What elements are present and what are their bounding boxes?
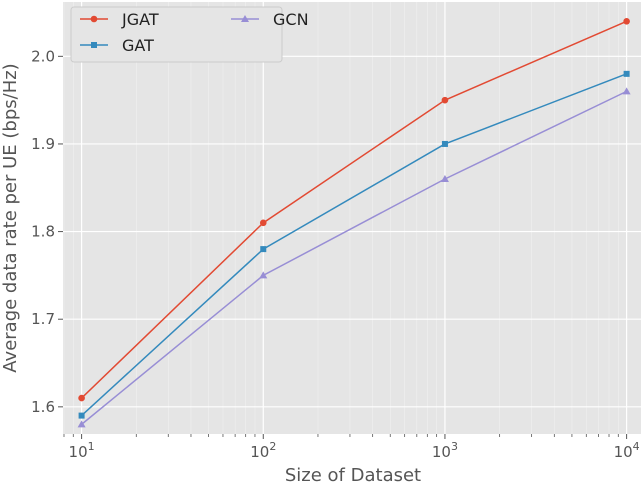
legend-item-gcn: GCN xyxy=(231,10,309,29)
legend-swatch-marker xyxy=(91,42,97,48)
x-axis-label: Size of Dataset xyxy=(285,465,421,483)
series-line-jgat xyxy=(81,20,627,399)
data-point-gat xyxy=(623,70,630,77)
y-tick-label: 1.6 xyxy=(31,398,55,416)
data-point-jgat xyxy=(78,394,85,402)
x-tick-label: 102 xyxy=(250,440,276,461)
legend-label-gcn: GCN xyxy=(273,10,309,29)
axis-ticks: 101 102 103 104 1.6 1.7 1.8 1.9 2.0 xyxy=(31,47,640,461)
data-point-gat xyxy=(78,412,85,419)
plot-area xyxy=(63,2,641,434)
legend-item-jgat: JGAT xyxy=(80,10,159,29)
y-tick-label: 1.7 xyxy=(31,310,55,328)
data-point-gcn xyxy=(259,271,268,279)
series-gat xyxy=(78,70,630,419)
data-point-jgat xyxy=(623,17,630,25)
data-point-gcn xyxy=(440,175,449,183)
series-layer xyxy=(77,17,631,428)
legend-swatch-marker xyxy=(90,15,98,23)
x-tick-label: 101 xyxy=(69,440,95,461)
y-axis-label: Average data rate per UE (bps/Hz) xyxy=(0,63,21,372)
x-tick-label: 104 xyxy=(614,440,640,461)
series-jgat xyxy=(78,17,630,402)
legend-label-gat: GAT xyxy=(122,36,154,55)
data-point-gcn xyxy=(622,87,631,95)
legend: JGAT GAT GCN xyxy=(70,6,309,63)
x-tick-label: 103 xyxy=(432,440,458,461)
legend-swatch-marker xyxy=(241,15,249,22)
y-tick-label: 1.9 xyxy=(31,135,55,153)
data-point-jgat xyxy=(441,96,449,104)
legend-label-jgat: JGAT xyxy=(121,10,159,29)
series-line-gat xyxy=(81,73,627,417)
legend-box xyxy=(70,6,283,63)
legend-item-gat: GAT xyxy=(80,36,154,55)
data-point-gat xyxy=(441,140,448,147)
series-line-gcn xyxy=(81,90,627,425)
data-point-jgat xyxy=(259,219,267,227)
data-point-gcn xyxy=(77,420,86,428)
y-tick-label: 1.8 xyxy=(31,223,55,241)
data-point-gat xyxy=(260,246,267,253)
series-gcn xyxy=(77,87,631,428)
y-tick-label: 2.0 xyxy=(31,47,55,65)
